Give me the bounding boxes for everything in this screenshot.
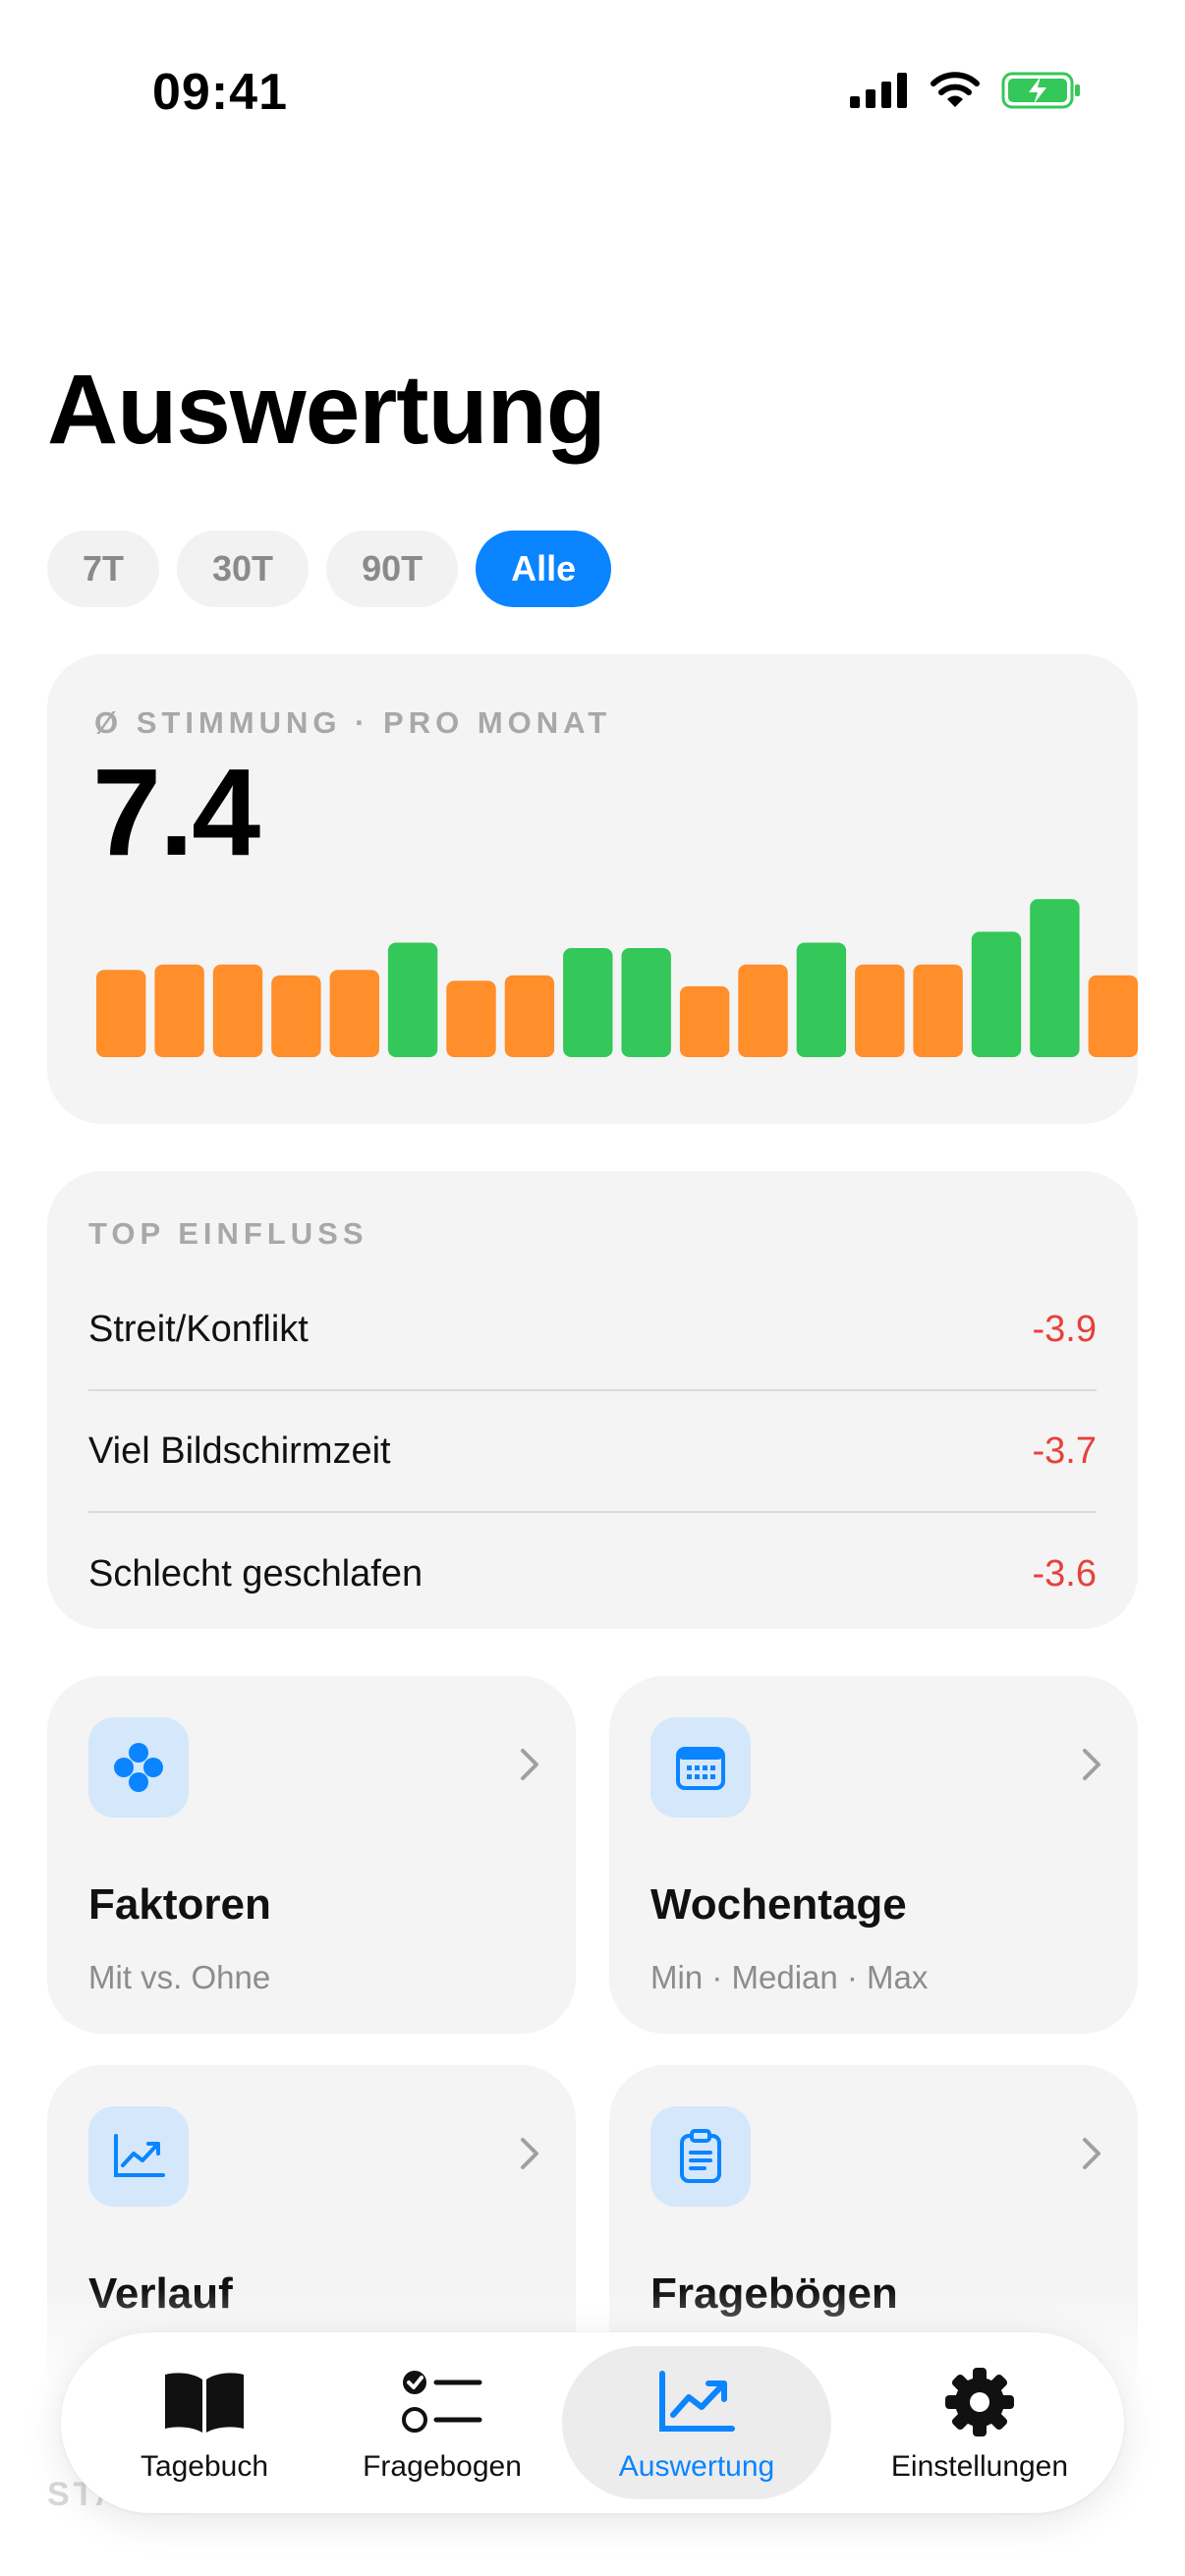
frageboegen-icon-tile [650, 2106, 751, 2207]
tab-active-highlight [562, 2346, 831, 2499]
tab-bar: Tagebuch Fragebogen Auswertung [61, 2332, 1124, 2513]
wochentage-subtitle: Min · Median · Max [650, 1959, 929, 1995]
faktoren-title: Faktoren [88, 1880, 271, 1929]
influence-list: Streit/Konflikt -3.9 Viel Bildschirmzeit… [88, 1269, 1097, 1635]
mood-bar [504, 975, 555, 1057]
mood-card-label: Ø STIMMUNG · PRO MONAT [94, 705, 612, 740]
status-time: 09:41 [152, 64, 288, 121]
mood-bar [1088, 975, 1138, 1057]
influence-name: Streit/Konflikt [88, 1308, 309, 1350]
influence-row: Viel Bildschirmzeit -3.7 [88, 1391, 1097, 1513]
range-tab-alle[interactable]: Alle [476, 531, 612, 607]
mood-bar [621, 948, 671, 1057]
tab-auswertung[interactable]: Auswertung [564, 2332, 829, 2513]
influence-row: Streit/Konflikt -3.9 [88, 1269, 1097, 1391]
tab-einstellungen-label: Einstellungen [890, 2450, 1069, 2483]
mood-bar [387, 942, 438, 1057]
influence-value: -3.6 [1032, 1552, 1097, 1595]
mood-bar [446, 980, 496, 1057]
wochentage-title: Wochentage [650, 1880, 907, 1929]
tab-fragebogen-label: Fragebogen [363, 2450, 522, 2483]
mood-summary-card[interactable]: Ø STIMMUNG · PRO MONAT 7.4 [47, 654, 1138, 1124]
mood-average-value: 7.4 [92, 743, 260, 881]
mood-bar [212, 964, 263, 1057]
mood-bar [796, 942, 847, 1057]
chevron-right-icon [521, 1749, 538, 1780]
tab-einstellungen[interactable]: Einstellungen [847, 2332, 1112, 2513]
range-tabs: 7T 30T 90T Alle [47, 531, 612, 607]
mood-bar [971, 931, 1022, 1057]
influence-name: Schlecht geschlafen [88, 1552, 423, 1595]
chevron-right-icon [1083, 1749, 1100, 1780]
wifi-icon [931, 72, 980, 107]
trend-chart-icon [114, 2134, 165, 2177]
mood-bar [154, 964, 204, 1057]
status-icons [850, 71, 1082, 110]
calendar-icon [676, 1747, 725, 1790]
chevron-right-icon [521, 2138, 538, 2169]
battery-charging-icon [1001, 72, 1080, 109]
tab-tagebuch[interactable]: Tagebuch [86, 2332, 322, 2513]
tab-auswertung-label: Auswertung [618, 2450, 775, 2483]
influence-name: Viel Bildschirmzeit [88, 1429, 391, 1472]
tab-fragebogen[interactable]: Fragebogen [324, 2332, 560, 2513]
top-influence-card[interactable]: TOP EINFLUSS Streit/Konflikt -3.9 Viel B… [47, 1171, 1138, 1629]
range-tab-30t[interactable]: 30T [177, 531, 310, 607]
mood-bar [913, 964, 963, 1057]
mood-bar-chart [96, 899, 1138, 1057]
influence-value: -3.9 [1032, 1308, 1097, 1350]
dots-icon [114, 1743, 163, 1792]
mood-bar [1030, 899, 1080, 1057]
mood-bar [96, 970, 146, 1057]
mood-bar [679, 985, 730, 1057]
wochentage-card[interactable]: Wochentage Min · Median · Max [609, 1676, 1138, 2034]
tab-tagebuch-label: Tagebuch [140, 2450, 269, 2483]
mood-bar [329, 970, 379, 1057]
range-tab-7t[interactable]: 7T [47, 531, 160, 607]
mood-bar [271, 975, 321, 1057]
faktoren-icon-tile [88, 1717, 189, 1818]
clipboard-icon [680, 2129, 721, 2183]
verlauf-icon-tile [88, 2106, 189, 2207]
mood-bar [738, 964, 788, 1057]
page-title: Auswertung [47, 355, 606, 465]
wochentage-icon-tile [650, 1717, 751, 1818]
status-bar: 09:41 [0, 0, 1185, 196]
influence-row: Schlecht geschlafen -3.6 [88, 1513, 1097, 1635]
influence-card-label: TOP EINFLUSS [88, 1216, 368, 1251]
range-tab-90t[interactable]: 90T [326, 531, 459, 607]
mood-bar [563, 948, 613, 1057]
mood-bar [855, 964, 905, 1057]
trend-icon [659, 2371, 735, 2432]
chevron-right-icon [1083, 2138, 1100, 2169]
faktoren-card[interactable]: Faktoren Mit vs. Ohne [47, 1676, 576, 2034]
influence-value: -3.7 [1032, 1429, 1097, 1472]
gear-icon [945, 2368, 1014, 2436]
faktoren-subtitle: Mit vs. Ohne [88, 1959, 271, 1995]
book-icon [165, 2373, 244, 2433]
cellular-signal-icon [850, 73, 907, 108]
checklist-icon [402, 2371, 482, 2433]
